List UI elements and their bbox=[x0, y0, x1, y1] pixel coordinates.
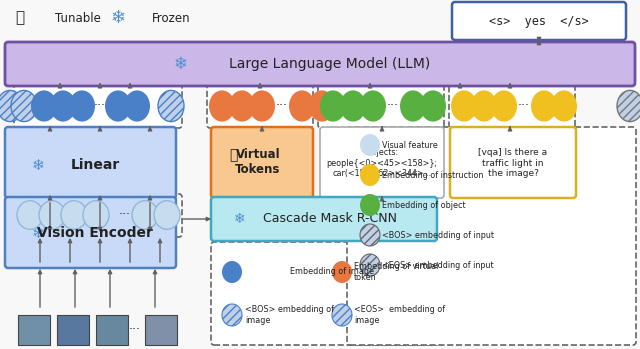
Ellipse shape bbox=[222, 304, 242, 326]
Ellipse shape bbox=[551, 90, 577, 121]
Ellipse shape bbox=[617, 90, 640, 121]
Text: Linear: Linear bbox=[70, 158, 120, 172]
Ellipse shape bbox=[158, 90, 184, 121]
FancyBboxPatch shape bbox=[318, 84, 444, 128]
Text: ❄: ❄ bbox=[111, 9, 125, 27]
FancyBboxPatch shape bbox=[207, 84, 313, 128]
FancyBboxPatch shape bbox=[14, 194, 182, 237]
Text: ❄: ❄ bbox=[31, 157, 44, 172]
Text: 🔥: 🔥 bbox=[15, 10, 24, 25]
Text: Virtual
Tokens: Virtual Tokens bbox=[236, 148, 281, 176]
Ellipse shape bbox=[132, 201, 158, 229]
Ellipse shape bbox=[360, 254, 380, 276]
FancyBboxPatch shape bbox=[452, 2, 626, 40]
Text: Tunable: Tunable bbox=[55, 12, 101, 24]
Text: Visual feature: Visual feature bbox=[382, 141, 438, 149]
Ellipse shape bbox=[289, 90, 315, 121]
Ellipse shape bbox=[0, 90, 23, 121]
Ellipse shape bbox=[360, 90, 386, 121]
FancyBboxPatch shape bbox=[14, 84, 182, 128]
Ellipse shape bbox=[249, 90, 275, 121]
Ellipse shape bbox=[124, 90, 150, 121]
Text: <EOS> embedding of input: <EOS> embedding of input bbox=[382, 260, 493, 269]
Text: ···: ··· bbox=[387, 99, 399, 112]
Ellipse shape bbox=[360, 224, 380, 246]
Text: ···: ··· bbox=[119, 208, 131, 222]
Ellipse shape bbox=[531, 90, 557, 121]
Ellipse shape bbox=[451, 90, 477, 121]
Text: Large Language Model (LLM): Large Language Model (LLM) bbox=[229, 57, 431, 71]
Text: Objects:
people{<0><45><158>};
car(<15><62><344>...: Objects: people{<0><45><158>}; car(<15><… bbox=[326, 148, 438, 178]
Ellipse shape bbox=[229, 90, 255, 121]
FancyBboxPatch shape bbox=[5, 127, 176, 198]
FancyBboxPatch shape bbox=[5, 42, 635, 86]
FancyBboxPatch shape bbox=[211, 242, 439, 345]
FancyBboxPatch shape bbox=[320, 127, 444, 198]
Bar bbox=[57, 315, 89, 345]
Ellipse shape bbox=[471, 90, 497, 121]
Ellipse shape bbox=[309, 90, 335, 121]
Text: <EOS>  embedding of
image: <EOS> embedding of image bbox=[354, 305, 445, 325]
FancyBboxPatch shape bbox=[211, 127, 313, 198]
Ellipse shape bbox=[420, 90, 446, 121]
Bar bbox=[96, 315, 128, 345]
Ellipse shape bbox=[360, 164, 380, 186]
Ellipse shape bbox=[83, 201, 109, 229]
Text: <BOS> embedding of input: <BOS> embedding of input bbox=[382, 230, 494, 239]
Ellipse shape bbox=[39, 201, 65, 229]
FancyBboxPatch shape bbox=[5, 197, 176, 268]
Text: 🔥: 🔥 bbox=[229, 148, 237, 162]
Ellipse shape bbox=[50, 90, 76, 121]
Text: <s>  yes  </s>: <s> yes </s> bbox=[489, 15, 589, 28]
Text: Embedding of image: Embedding of image bbox=[290, 267, 374, 276]
Ellipse shape bbox=[154, 201, 180, 229]
Ellipse shape bbox=[491, 90, 517, 121]
Ellipse shape bbox=[332, 304, 352, 326]
FancyBboxPatch shape bbox=[347, 127, 636, 345]
Text: ❄: ❄ bbox=[31, 225, 44, 240]
Bar bbox=[18, 315, 50, 345]
Text: Frozen: Frozen bbox=[152, 12, 191, 24]
Text: Embedding of instruction: Embedding of instruction bbox=[382, 171, 483, 179]
FancyBboxPatch shape bbox=[450, 127, 576, 198]
Ellipse shape bbox=[209, 90, 235, 121]
Text: ···: ··· bbox=[518, 99, 530, 112]
FancyBboxPatch shape bbox=[211, 197, 437, 241]
Ellipse shape bbox=[332, 261, 352, 283]
Ellipse shape bbox=[17, 201, 43, 229]
Ellipse shape bbox=[105, 90, 131, 121]
Ellipse shape bbox=[11, 90, 37, 121]
Text: ···: ··· bbox=[129, 324, 141, 336]
Ellipse shape bbox=[360, 134, 380, 156]
Text: ❄: ❄ bbox=[234, 212, 246, 226]
Ellipse shape bbox=[320, 90, 346, 121]
Text: <BOS> embedding of
image: <BOS> embedding of image bbox=[245, 305, 334, 325]
Text: Cascade Mask R-CNN: Cascade Mask R-CNN bbox=[263, 213, 397, 225]
Text: ❄: ❄ bbox=[173, 55, 187, 73]
Ellipse shape bbox=[340, 90, 366, 121]
Bar bbox=[145, 315, 177, 345]
Ellipse shape bbox=[222, 261, 242, 283]
Ellipse shape bbox=[400, 90, 426, 121]
Ellipse shape bbox=[61, 201, 87, 229]
Text: Vision Encoder: Vision Encoder bbox=[37, 226, 153, 240]
Ellipse shape bbox=[360, 194, 380, 216]
Ellipse shape bbox=[31, 90, 57, 121]
Ellipse shape bbox=[69, 90, 95, 121]
Text: ···: ··· bbox=[276, 99, 288, 112]
Text: [vqa] Is there a
traffic light in
the image?: [vqa] Is there a traffic light in the im… bbox=[479, 148, 548, 178]
Text: Embedding of virtual
token: Embedding of virtual token bbox=[354, 262, 438, 282]
Text: Embedding of object: Embedding of object bbox=[382, 200, 466, 209]
FancyBboxPatch shape bbox=[449, 84, 575, 128]
Text: ···: ··· bbox=[94, 99, 106, 112]
